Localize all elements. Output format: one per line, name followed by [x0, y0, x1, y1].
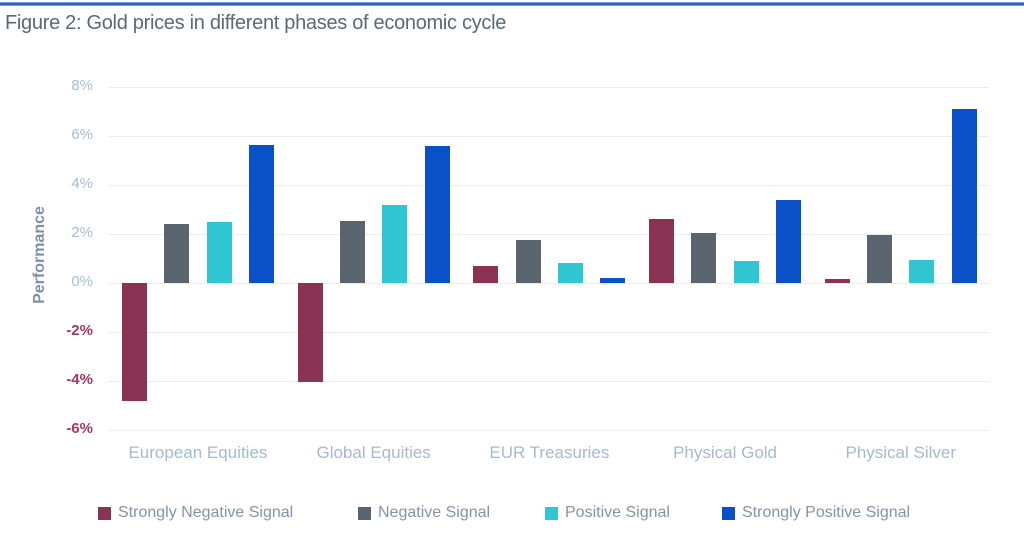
bar-global-equities-positive-signal — [382, 204, 408, 283]
gridline — [108, 332, 989, 333]
y-tick-label: 4% — [71, 175, 93, 192]
y-axis-ticks: 8% 6% 4% 2% 0% -2% -4% -6% — [0, 77, 93, 437]
gridline — [108, 381, 989, 382]
y-tick-label: -6% — [66, 420, 93, 437]
bar-physical-silver-negative-signal — [867, 235, 893, 283]
bar-global-equities-negative-signal — [340, 220, 365, 283]
y-tick-label: 8% — [71, 77, 93, 94]
bar-eur-treasuries-strongly-negative-signal — [473, 265, 499, 283]
category-label-eur-treasuries: EUR Treasuries — [489, 443, 610, 462]
legend-item-negative-signal: Negative Signal — [358, 504, 490, 522]
bar-global-equities-strongly-positive-signal — [424, 145, 450, 283]
gridline — [108, 234, 989, 235]
gridline — [108, 136, 989, 137]
bar-physical-silver-strongly-positive-signal — [951, 109, 977, 283]
bar-european-equities-strongly-positive-signal — [248, 144, 274, 283]
bar-global-equities-strongly-negative-signal — [297, 283, 323, 383]
legend-item-strongly-positive-signal: Strongly Positive Signal — [722, 504, 910, 522]
plot-area — [108, 87, 989, 431]
gridline — [108, 430, 989, 431]
legend-item-strongly-negative-signal: Strongly Negative Signal — [98, 504, 293, 522]
bar-physical-gold-negative-signal — [691, 232, 717, 283]
legend-swatch-icon — [358, 506, 371, 520]
bar-physical-gold-strongly-negative-signal — [649, 219, 675, 283]
legend-swatch-icon — [722, 506, 735, 520]
gridline — [108, 283, 989, 284]
legend-label: Strongly Negative Signal — [118, 504, 294, 521]
bar-european-equities-strongly-negative-signal — [122, 283, 147, 401]
category-label-global-equities: Global Equities — [316, 443, 431, 462]
figure-title: Figure 2: Gold prices in different phase… — [5, 12, 507, 34]
bar-physical-gold-positive-signal — [733, 260, 759, 283]
x-axis-category-labels: European Equities Global Equities EUR Trea… — [108, 443, 989, 467]
legend-label: Positive Signal — [565, 504, 670, 521]
bar-physical-silver-positive-signal — [909, 259, 935, 283]
category-label-physical-gold: Physical Gold — [673, 443, 778, 462]
bar-eur-treasuries-positive-signal — [558, 263, 583, 283]
bar-eur-treasuries-negative-signal — [515, 240, 541, 283]
bar-european-equities-positive-signal — [206, 221, 232, 283]
y-tick-label: 2% — [71, 224, 93, 241]
bar-physical-silver-strongly-negative-signal — [824, 279, 850, 283]
category-label-european-equities: European Equities — [128, 443, 268, 462]
legend-label: Negative Signal — [378, 504, 491, 521]
legend-swatch-icon — [98, 506, 111, 520]
bar-european-equities-negative-signal — [164, 224, 190, 283]
accent-top-line — [0, 2, 1024, 6]
legend-swatch-icon — [545, 506, 558, 520]
gridline — [108, 185, 989, 186]
legend-label: Strongly Positive Signal — [742, 504, 911, 521]
legend: Strongly Negative Signal Negative Signal P… — [0, 504, 1024, 528]
y-tick-label: -2% — [66, 322, 93, 339]
y-tick-label: 0% — [71, 273, 93, 290]
y-tick-label: 6% — [71, 126, 93, 143]
y-tick-label: -4% — [66, 371, 93, 388]
bar-eur-treasuries-strongly-positive-signal — [600, 278, 626, 283]
bar-physical-gold-strongly-positive-signal — [776, 199, 801, 283]
category-label-physical-silver: Physical Silver — [845, 443, 957, 462]
gridline — [108, 87, 989, 88]
legend-item-positive-signal: Positive Signal — [545, 504, 670, 522]
